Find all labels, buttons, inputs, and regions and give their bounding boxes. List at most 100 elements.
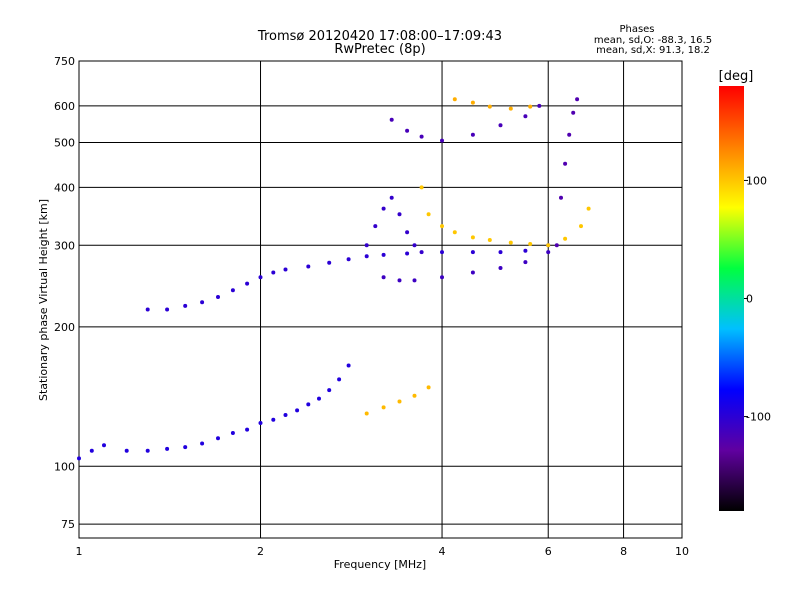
data-point [537, 103, 542, 108]
data-point [327, 388, 332, 393]
data-point [546, 243, 551, 248]
stats-o-mode: mean, sd,O: -88.3, 16.5 [594, 35, 712, 46]
data-point [317, 396, 321, 401]
y-tick-label: 100 [54, 460, 75, 473]
data-point [337, 377, 342, 382]
y-tick-label: 75 [61, 518, 75, 531]
data-point [470, 235, 475, 240]
axes: 1 2 4 6 8 10 75 100 200 300 400 500 600 750 [54, 55, 689, 558]
data-point [567, 132, 572, 137]
data-point [306, 402, 311, 407]
stats-title: Phases [619, 24, 654, 35]
data-point [426, 212, 431, 217]
data-point [89, 448, 94, 453]
data-point [508, 240, 513, 245]
data-point [487, 238, 492, 242]
data-point [559, 195, 563, 200]
data-point [397, 212, 402, 217]
x-tick-label: 4 [439, 545, 446, 558]
data-point [258, 275, 263, 280]
y-tick-label: 600 [54, 100, 75, 113]
data-point [586, 206, 591, 211]
y-tick-label: 200 [54, 321, 75, 334]
data-point [487, 104, 492, 109]
data-point [419, 250, 424, 255]
data-point [145, 307, 150, 312]
data-point [523, 114, 528, 119]
data-point [364, 243, 369, 248]
data-point [498, 266, 503, 270]
x-tick-label: 10 [675, 545, 689, 558]
x-tick-label: 6 [545, 545, 552, 558]
data-point [271, 270, 276, 275]
data-point [498, 123, 503, 128]
data-point [381, 252, 386, 257]
data-point [498, 250, 503, 255]
data-point [508, 106, 513, 111]
data-point [546, 250, 551, 255]
data-point [470, 250, 475, 255]
data-point [523, 260, 528, 265]
y-tick-label: 750 [54, 55, 75, 68]
plot-frame [78, 60, 683, 539]
data-point [405, 128, 410, 133]
plot-area [78, 60, 683, 539]
data-point [397, 278, 402, 283]
data-point [373, 224, 378, 229]
chart-title-line1: Tromsø 20120420 17:08:00–17:09:43 [257, 29, 502, 44]
data-point [412, 393, 417, 398]
y-tick-label: 400 [54, 181, 75, 194]
data-point [528, 242, 533, 246]
data-point [102, 443, 106, 448]
y-tick-label: 500 [54, 137, 75, 150]
data-point [346, 363, 351, 368]
y-tick-label: 300 [54, 239, 75, 252]
data-point [258, 421, 263, 425]
data-point [470, 100, 475, 105]
data-point [77, 456, 81, 461]
data-point [389, 117, 394, 122]
data-point [412, 278, 417, 283]
data-point [412, 243, 417, 248]
data-point [381, 405, 386, 410]
data-point [216, 436, 220, 441]
data-point [579, 224, 583, 229]
data-point [563, 236, 568, 241]
data-point [440, 275, 444, 280]
data-point [165, 307, 170, 312]
data-point [327, 260, 332, 265]
data-point [306, 264, 311, 269]
data-point [230, 431, 235, 435]
data-point [571, 110, 576, 115]
y-axis-label: Stationary phase Virtual Height [km] [37, 199, 50, 401]
data-point [405, 251, 410, 256]
data-point [364, 411, 369, 416]
data-point [183, 445, 188, 450]
data-point [216, 295, 220, 299]
data-point [245, 281, 250, 286]
data-points [77, 97, 591, 461]
data-point [563, 161, 568, 166]
data-point [470, 132, 475, 137]
data-point [554, 243, 559, 248]
x-tick-label: 8 [620, 545, 627, 558]
data-point [346, 257, 351, 262]
data-point [200, 300, 205, 305]
colorbar-tick-label: 0 [746, 293, 753, 306]
data-point [381, 275, 386, 280]
x-tick-label: 1 [76, 545, 83, 558]
data-point [405, 230, 410, 235]
colorbar-tick-label: -100 [746, 411, 771, 424]
data-point [397, 399, 402, 404]
data-point [283, 413, 288, 417]
x-tick-label: 2 [257, 545, 264, 558]
data-point [389, 195, 394, 200]
data-point [440, 250, 444, 255]
data-point [440, 224, 444, 229]
colorbar-tick-label: 100 [746, 174, 767, 187]
data-point [523, 248, 528, 253]
data-point [245, 427, 250, 432]
data-point [419, 134, 424, 139]
colorbar: 100 0 -100 [719, 86, 771, 511]
